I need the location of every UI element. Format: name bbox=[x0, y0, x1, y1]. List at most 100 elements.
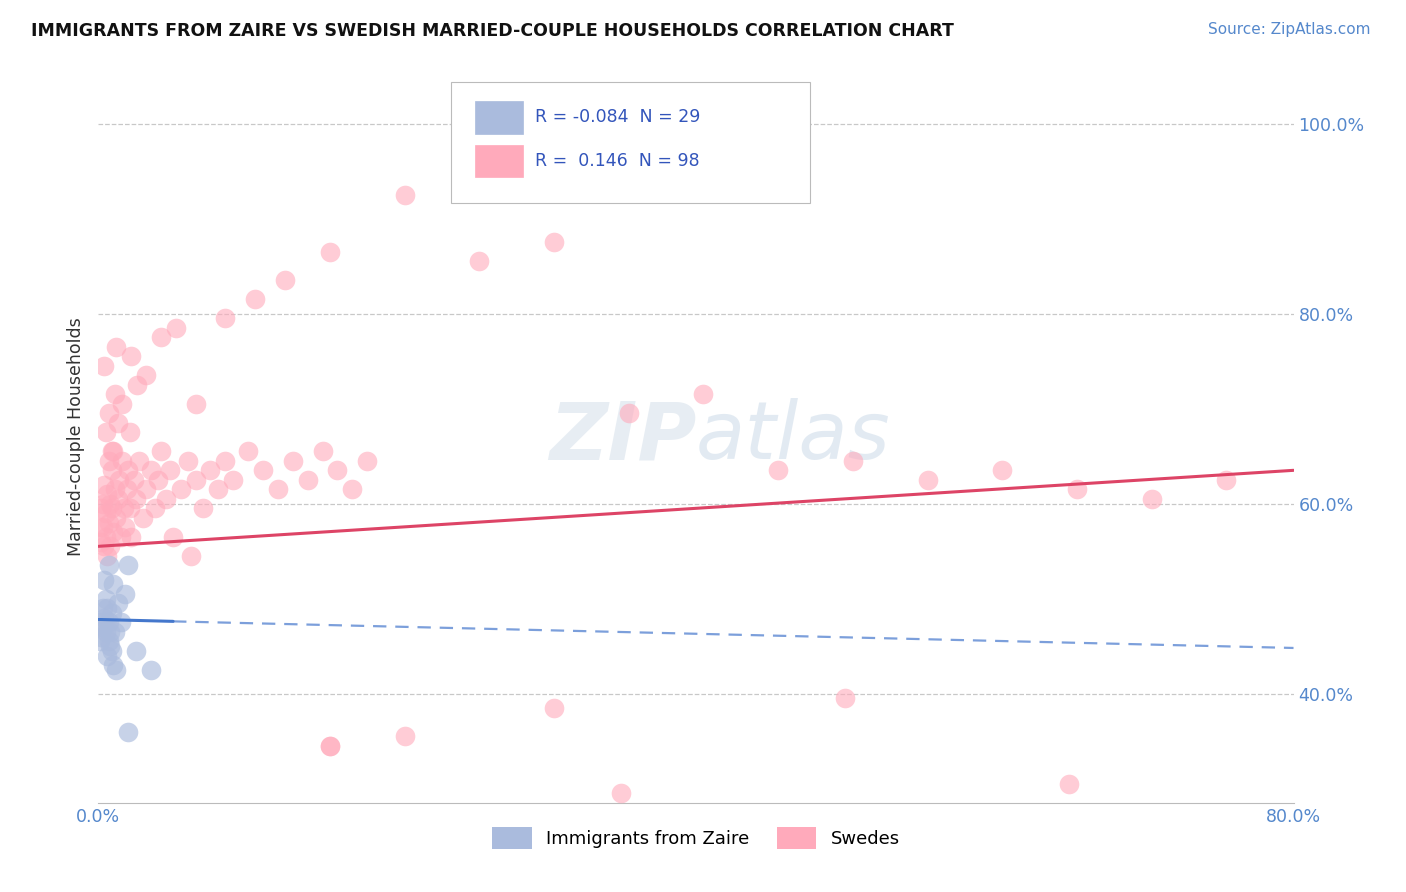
Point bbox=[96, 549, 118, 563]
Point bbox=[132, 511, 155, 525]
Point bbox=[98, 539, 122, 553]
Point bbox=[97, 516, 120, 530]
Point bbox=[103, 577, 125, 591]
Point bbox=[91, 520, 114, 534]
Point bbox=[127, 377, 149, 392]
Point bbox=[97, 406, 120, 420]
Point bbox=[111, 454, 134, 468]
Legend: Immigrants from Zaire, Swedes: Immigrants from Zaire, Swedes bbox=[485, 820, 907, 856]
Point bbox=[394, 187, 416, 202]
Point bbox=[326, 463, 349, 477]
Point bbox=[90, 501, 112, 516]
Point bbox=[98, 624, 122, 639]
FancyBboxPatch shape bbox=[451, 82, 810, 203]
Point bbox=[101, 463, 124, 477]
Point bbox=[274, 273, 297, 287]
Point bbox=[98, 639, 122, 653]
Point bbox=[543, 235, 565, 250]
Point bbox=[96, 648, 118, 663]
Point bbox=[93, 539, 115, 553]
Point bbox=[267, 483, 290, 497]
Point bbox=[135, 368, 157, 383]
Text: R =  0.146  N = 98: R = 0.146 N = 98 bbox=[534, 153, 699, 170]
Point bbox=[1140, 491, 1163, 506]
Point bbox=[191, 501, 214, 516]
Point bbox=[98, 497, 122, 511]
Point bbox=[120, 349, 142, 363]
Point bbox=[124, 473, 146, 487]
Point bbox=[177, 454, 200, 468]
Point bbox=[1215, 473, 1237, 487]
Point bbox=[118, 425, 141, 440]
Point bbox=[169, 483, 191, 497]
Point bbox=[162, 530, 184, 544]
Point bbox=[200, 463, 222, 477]
Text: R = -0.084  N = 29: R = -0.084 N = 29 bbox=[534, 108, 700, 126]
Point bbox=[93, 359, 115, 373]
Point bbox=[1059, 777, 1081, 791]
Point bbox=[297, 473, 319, 487]
Text: ZIP: ZIP bbox=[548, 398, 696, 476]
Point bbox=[180, 549, 202, 563]
Point bbox=[342, 483, 364, 497]
Point bbox=[128, 454, 150, 468]
Point bbox=[184, 473, 207, 487]
Point bbox=[91, 620, 114, 634]
Point bbox=[114, 520, 136, 534]
Point bbox=[319, 739, 342, 753]
Point bbox=[150, 444, 173, 458]
Point bbox=[89, 634, 111, 648]
Point bbox=[117, 724, 139, 739]
Point bbox=[111, 397, 134, 411]
Point bbox=[319, 739, 342, 753]
Point bbox=[148, 473, 170, 487]
Point bbox=[91, 497, 114, 511]
Point bbox=[207, 483, 229, 497]
Point bbox=[96, 487, 118, 501]
Point bbox=[117, 558, 139, 573]
Point bbox=[159, 463, 181, 477]
Point bbox=[94, 425, 117, 440]
Point bbox=[610, 786, 633, 800]
Point bbox=[139, 663, 162, 677]
Y-axis label: Married-couple Households: Married-couple Households bbox=[66, 318, 84, 557]
Point bbox=[96, 601, 118, 615]
Point bbox=[97, 454, 120, 468]
Point bbox=[135, 483, 157, 497]
Point bbox=[105, 340, 128, 354]
Point bbox=[97, 634, 120, 648]
Point bbox=[214, 454, 236, 468]
Point bbox=[103, 658, 125, 673]
Point bbox=[125, 644, 148, 658]
Point bbox=[94, 624, 117, 639]
Text: Source: ZipAtlas.com: Source: ZipAtlas.com bbox=[1208, 22, 1371, 37]
Point bbox=[93, 477, 115, 491]
Point bbox=[155, 491, 177, 506]
Point bbox=[319, 244, 342, 259]
Point bbox=[692, 387, 714, 401]
Point bbox=[103, 444, 125, 458]
Point bbox=[117, 463, 139, 477]
Point bbox=[115, 483, 138, 497]
Point bbox=[110, 530, 132, 544]
Point bbox=[105, 663, 128, 677]
Point bbox=[90, 615, 112, 630]
Point bbox=[118, 501, 141, 516]
Point bbox=[107, 416, 129, 430]
Point bbox=[90, 630, 112, 644]
Point bbox=[766, 463, 789, 477]
Point bbox=[245, 293, 267, 307]
Point bbox=[89, 520, 111, 534]
Bar bbox=[475, 101, 523, 134]
Point bbox=[94, 530, 117, 544]
Point bbox=[1066, 483, 1088, 497]
Bar bbox=[475, 145, 523, 178]
Point bbox=[97, 615, 120, 630]
Point bbox=[281, 454, 304, 468]
Point bbox=[97, 558, 120, 573]
Point bbox=[114, 587, 136, 601]
Point bbox=[94, 506, 117, 520]
Point bbox=[917, 473, 939, 487]
Point bbox=[101, 606, 124, 620]
Point bbox=[91, 601, 114, 615]
